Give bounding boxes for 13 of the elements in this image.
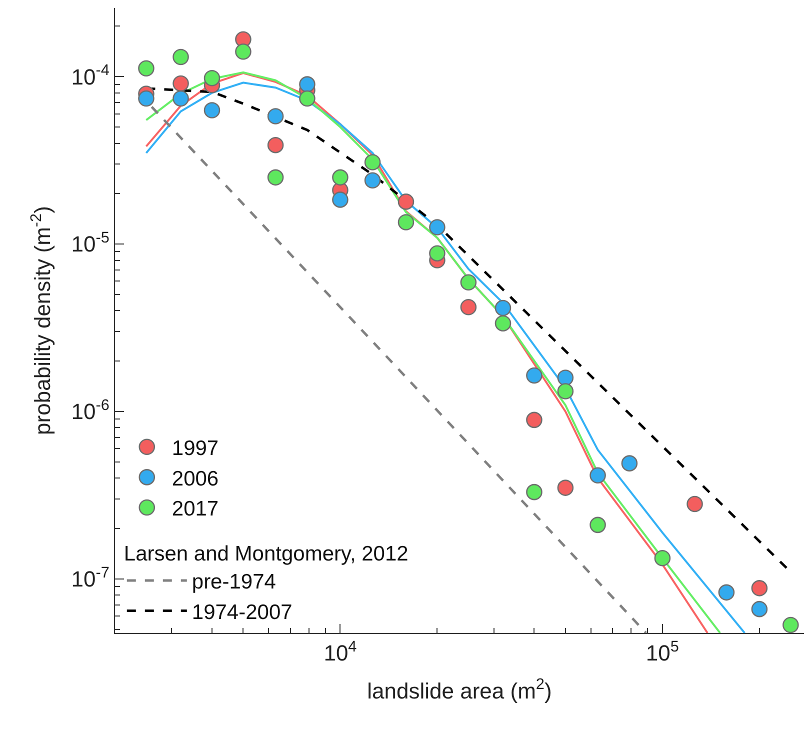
legend-title: Larsen and Montgomery, 2012 [124,542,408,566]
legend-label: 2006 [172,467,219,490]
y-tick-label: 10$^{-4}$ [71,62,110,90]
y-tick-label: 10$^{-7}$ [71,564,110,592]
legend-label: 2017 [172,498,219,521]
y-tick-label: 10$^{-5}$ [71,230,110,257]
x-tick-label: 10$^{4}$ [324,638,358,666]
y-tick-label: 10$^{-6}$ [71,396,110,424]
legend-label: pre-1974 [192,570,276,594]
x-tick-label: 10$^{5}$ [646,638,679,666]
x-axis-title: landslide area (m$^{2}$) [367,676,552,704]
legend-label: 1974-2007 [192,600,292,624]
legend-label: 1997 [172,437,219,460]
